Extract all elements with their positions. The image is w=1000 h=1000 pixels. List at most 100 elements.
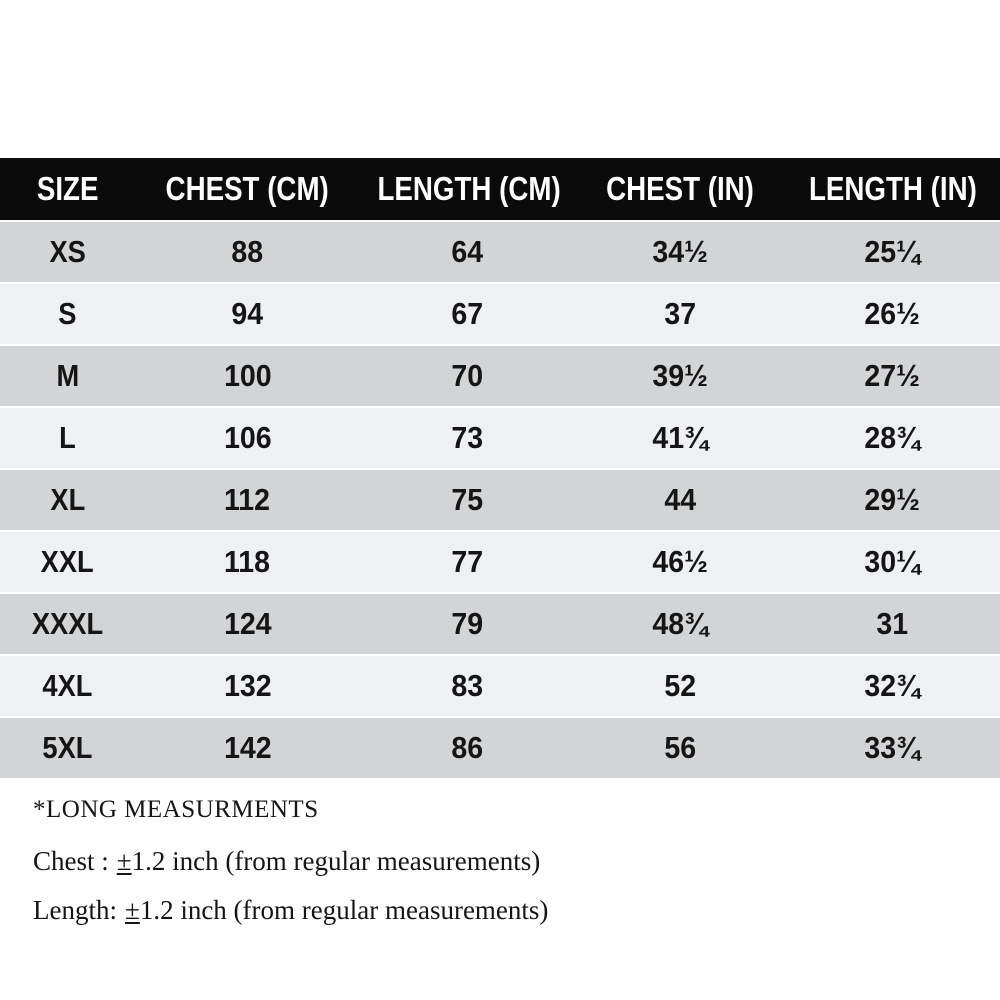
cell-text: 56 (664, 730, 696, 765)
cell-text: XXL (40, 544, 95, 579)
cell-text: 79 (451, 606, 484, 641)
cell-text: 41¾ (652, 420, 708, 455)
value-cell-chest-cm: 88 (135, 221, 360, 284)
cell-text: 37 (664, 296, 696, 331)
table-row: XXXL 124 79 48¾ 31 (0, 593, 1000, 656)
value-cell-chest-cm: 100 (135, 345, 360, 408)
table-row: L 106 73 41¾ 28¾ (0, 407, 1000, 470)
header-label: CHEST (IN) (606, 170, 754, 207)
header-label: SIZE (36, 170, 99, 207)
value-cell-chest-cm: 112 (135, 469, 360, 532)
cell-text: 67 (451, 296, 484, 331)
cell-text: XS (49, 234, 86, 269)
value-cell-chest-in: 48¾ (575, 593, 785, 656)
value-cell-chest-in: 37 (575, 283, 785, 346)
header-label: LENGTH (CM) (377, 170, 561, 207)
header-cell-chest-cm: CHEST (CM) (135, 158, 360, 222)
size-label-cell: XS (0, 221, 135, 284)
header-cell-length-cm: LENGTH (CM) (360, 158, 575, 222)
table-row: M 100 70 39½ 27½ (0, 345, 1000, 408)
value-cell-chest-cm: 124 (135, 593, 360, 656)
header-label: LENGTH (IN) (808, 170, 977, 207)
cell-text: 100 (223, 358, 272, 393)
cell-text: 31 (876, 606, 909, 641)
table-row: 4XL 132 83 52 32¾ (0, 655, 1000, 718)
note-line-chest: Chest : ±1.2 inch (from regular measureme… (33, 846, 548, 877)
value-cell-length-cm: 79 (360, 593, 575, 656)
note-label: Chest : (33, 846, 109, 876)
cell-text: 30¼ (864, 544, 921, 579)
value-cell-length-in: 31 (785, 593, 1000, 656)
value-cell-length-cm: 73 (360, 407, 575, 470)
cell-text: 4XL (42, 668, 93, 703)
cell-text: 73 (451, 420, 484, 455)
cell-text: 28¾ (864, 420, 921, 455)
value-cell-length-in: 28¾ (785, 407, 1000, 470)
cell-text: M (56, 358, 79, 393)
size-label-cell: 4XL (0, 655, 135, 718)
value-cell-length-cm: 86 (360, 717, 575, 780)
size-label-cell: XXXL (0, 593, 135, 656)
value-cell-chest-cm: 142 (135, 717, 360, 780)
note-label: Length: (33, 895, 117, 925)
value-cell-chest-in: 46½ (575, 531, 785, 594)
value-cell-length-in: 30¼ (785, 531, 1000, 594)
header-row: SIZE CHEST (CM) LENGTH (CM) CHEST (IN) L… (0, 158, 1000, 222)
note-text: 1.2 inch (from regular measurements) (131, 846, 541, 876)
value-cell-length-in: 26½ (785, 283, 1000, 346)
cell-text: 25¼ (864, 234, 921, 269)
value-cell-chest-cm: 106 (135, 407, 360, 470)
cell-text: 26½ (864, 296, 921, 331)
value-cell-length-cm: 83 (360, 655, 575, 718)
size-label-cell: L (0, 407, 135, 470)
cell-text: 142 (223, 730, 272, 765)
cell-text: 124 (223, 606, 272, 641)
notes-title: *LONG MEASURMENTS (33, 796, 319, 823)
cell-text: 64 (451, 234, 484, 269)
cell-text: 46½ (652, 544, 708, 579)
value-cell-chest-in: 56 (575, 717, 785, 780)
cell-text: 5XL (42, 730, 93, 765)
size-chart-table: SIZE CHEST (CM) LENGTH (CM) CHEST (IN) L… (0, 158, 1000, 780)
value-cell-chest-cm: 94 (135, 283, 360, 346)
value-cell-chest-cm: 118 (135, 531, 360, 594)
value-cell-chest-cm: 132 (135, 655, 360, 718)
value-cell-chest-in: 39½ (575, 345, 785, 408)
table-row: XXL 118 77 46½ 30¼ (0, 531, 1000, 594)
value-cell-chest-in: 34½ (575, 221, 785, 284)
header-cell-length-in: LENGTH (IN) (785, 158, 1000, 222)
cell-text: XXXL (31, 606, 104, 641)
value-cell-length-in: 25¼ (785, 221, 1000, 284)
plus-minus-symbol: ± (124, 895, 140, 925)
cell-text: 112 (224, 482, 271, 517)
cell-text: 39½ (652, 358, 708, 393)
size-label-cell: S (0, 283, 135, 346)
value-cell-length-in: 27½ (785, 345, 1000, 408)
header-cell-chest-in: CHEST (IN) (575, 158, 785, 222)
cell-text: 27½ (864, 358, 921, 393)
cell-text: 33¾ (864, 730, 921, 765)
value-cell-length-in: 32¾ (785, 655, 1000, 718)
table-row: XL 112 75 44 29½ (0, 469, 1000, 532)
value-cell-chest-in: 41¾ (575, 407, 785, 470)
cell-text: 132 (223, 668, 272, 703)
size-label-cell: XXL (0, 531, 135, 594)
table-row: 5XL 142 86 56 33¾ (0, 717, 1000, 780)
size-label-cell: M (0, 345, 135, 408)
cell-text: L (59, 420, 76, 455)
value-cell-chest-in: 44 (575, 469, 785, 532)
table-row: S 94 67 37 26½ (0, 283, 1000, 346)
cell-text: 44 (664, 482, 696, 517)
cell-text: 77 (451, 544, 484, 579)
cell-text: 86 (451, 730, 484, 765)
cell-text: 34½ (652, 234, 708, 269)
cell-text: 32¾ (864, 668, 921, 703)
value-cell-length-in: 33¾ (785, 717, 1000, 780)
size-label-cell: 5XL (0, 717, 135, 780)
measurement-notes: *LONG MEASURMENTS Chest : ±1.2 inch (from… (33, 796, 548, 944)
note-text: 1.2 inch (from regular measurements) (139, 895, 549, 925)
plus-minus-symbol: ± (116, 846, 132, 876)
cell-text: XL (50, 482, 85, 517)
header-label: CHEST (CM) (165, 170, 330, 207)
